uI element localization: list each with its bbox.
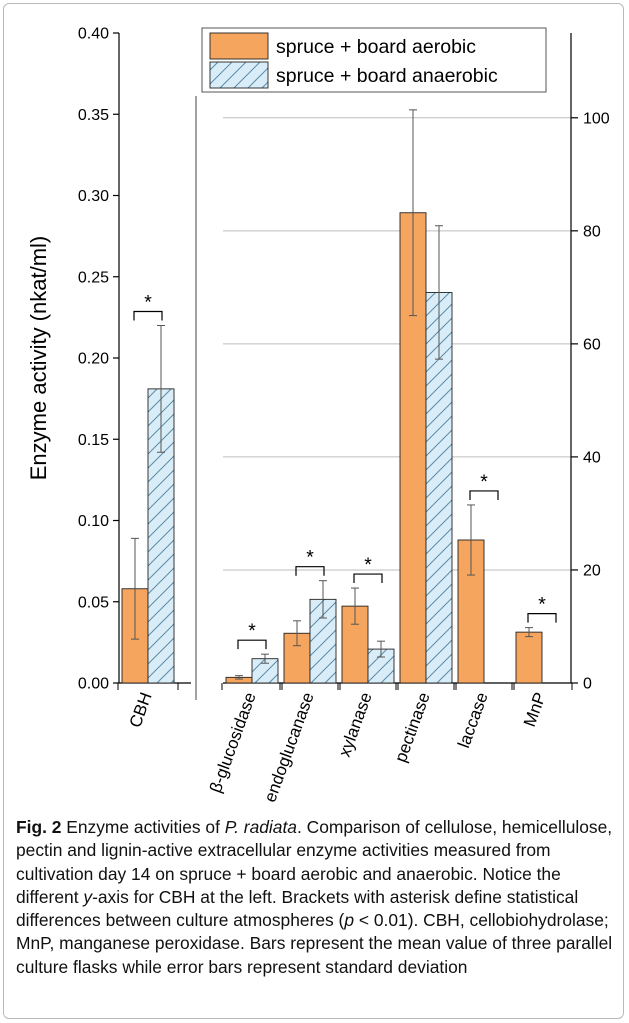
- asterisk-glucosidase: *: [248, 620, 256, 642]
- asterisk-mnp: *: [538, 594, 546, 616]
- caption-text-3: -axis for CBH at the left. Brackets with…: [16, 886, 579, 931]
- asterisk-endoglucanase: *: [306, 547, 314, 569]
- legend-label: spruce + board anaerobic: [276, 65, 498, 87]
- caption-p-symbol: p: [344, 910, 355, 931]
- left-tick-label: 0.10: [78, 513, 109, 530]
- category-label-mnp: MnP: [520, 690, 550, 729]
- category-label-laccase: laccase: [454, 690, 492, 751]
- significance-brackets: * * * * * *: [133, 292, 557, 650]
- category-label-cbh: CBH: [126, 690, 156, 730]
- left-tick-label: 0.05: [78, 594, 109, 611]
- right-tick-label: 100: [583, 110, 610, 127]
- axes: 0.00 0.05 0.10 0.15 0.20 0.25 0.30 0.35 0.40 Enzy…: [26, 26, 610, 805]
- right-tick-label: 80: [583, 223, 601, 240]
- left-tick-label: 0.35: [78, 107, 109, 124]
- asterisk-xylanase: *: [364, 554, 372, 576]
- bracket-xylanase: [353, 573, 383, 584]
- left-tick-label: 0.40: [78, 26, 109, 43]
- category-label-xylanase: xylanase: [335, 690, 376, 760]
- bracket-cbh: [133, 310, 163, 321]
- left-tick-label: 0.25: [78, 269, 109, 286]
- bracket-mnp: [527, 613, 557, 623]
- category-label-pectinase: pectinase: [391, 690, 434, 765]
- left-tick-label: 0.30: [78, 188, 109, 205]
- legend: spruce + board aerobic spruce + board ana…: [201, 27, 547, 93]
- caption-text-2: . Comparison of cellulose, hemicellulose…: [16, 817, 613, 907]
- gridlines: [223, 117, 571, 571]
- bracket-laccase: [469, 490, 499, 500]
- legend-label: spruce + board aerobic: [276, 36, 476, 58]
- left-tick-label: 0.20: [78, 351, 109, 368]
- left-tick-label: 0.00: [78, 676, 109, 693]
- bars: [121, 109, 543, 684]
- figure-frame: [3, 3, 624, 1019]
- caption-species: P. radiata: [224, 817, 297, 837]
- asterisk-laccase: *: [480, 471, 488, 493]
- figure-label: Fig. 2: [16, 817, 62, 837]
- category-label-endoglucanase: endoglucanase: [260, 690, 317, 805]
- right-tick-label: 40: [583, 449, 601, 466]
- right-tick-label: 60: [583, 336, 601, 353]
- y-axis-title: Enzyme activity (nkat/ml): [26, 236, 51, 481]
- legend-swatch: [209, 61, 269, 89]
- right-tick-label: 20: [583, 562, 601, 579]
- bracket-endoglucanase: [295, 566, 325, 576]
- caption-axis-word: y: [83, 886, 93, 907]
- bar-mnp-aerobic: [515, 631, 543, 684]
- asterisk-cbh: *: [144, 292, 152, 314]
- right-tick-label: 0: [583, 676, 592, 693]
- category-label-glucosidase: β-glucosidase: [206, 690, 260, 795]
- legend-swatch: [209, 32, 269, 60]
- enzyme-activity-chart: 0.00 0.05 0.10 0.15 0.20 0.25 0.30 0.35 0.40 Enzy…: [26, 26, 610, 805]
- figure-caption: Fig. 2 Enzyme activities of P. radiata. …: [16, 816, 616, 979]
- bracket-glucosidase: [237, 639, 267, 650]
- left-tick-label: 0.15: [78, 432, 109, 449]
- caption-text-4: < 0.01). CBH, cellobiohydrolase; MnP, ma…: [16, 910, 613, 977]
- caption-text-1: Enzyme activities of: [66, 817, 225, 837]
